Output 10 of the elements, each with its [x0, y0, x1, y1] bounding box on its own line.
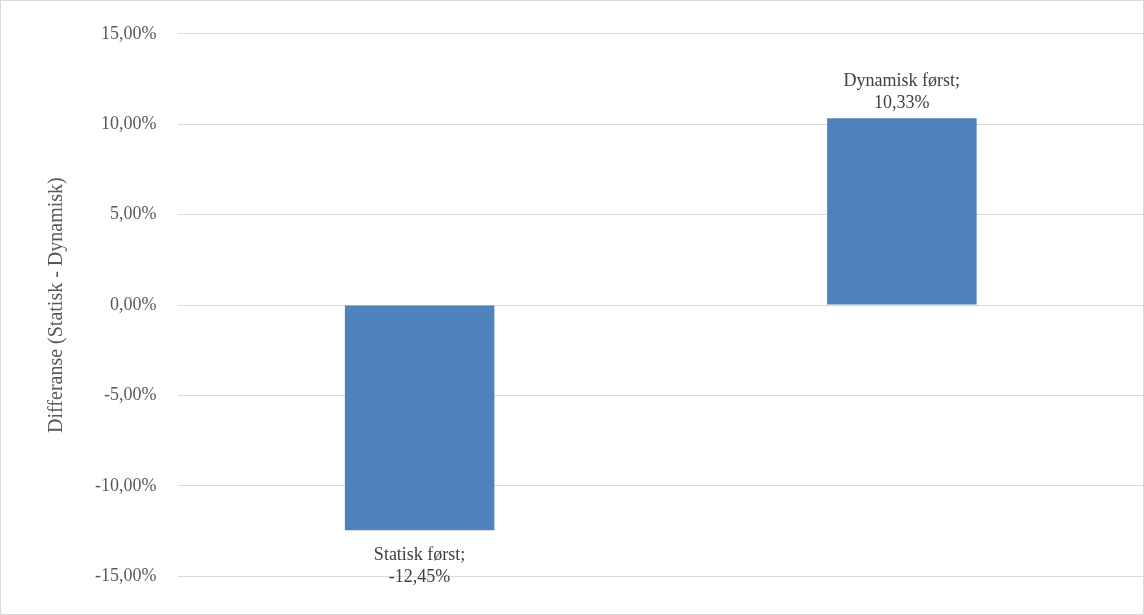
y-tick-label: 5,00% [109, 203, 157, 224]
y-axis-title: Differanse (Statisk - Dynamisk) [44, 177, 68, 433]
y-tick-label: 10,00% [100, 112, 157, 133]
y-tick-label: -15,00% [94, 565, 157, 586]
data-label: Dynamisk først; 10,33% [843, 70, 961, 112]
y-tick-label: 15,00% [100, 22, 157, 43]
y-tick-label: -10,00% [94, 474, 157, 495]
y-tick-label: -5,00% [103, 384, 157, 405]
y-tick-label: 0,00% [109, 293, 157, 314]
data-label: Statisk først; -12,45% [373, 544, 466, 587]
